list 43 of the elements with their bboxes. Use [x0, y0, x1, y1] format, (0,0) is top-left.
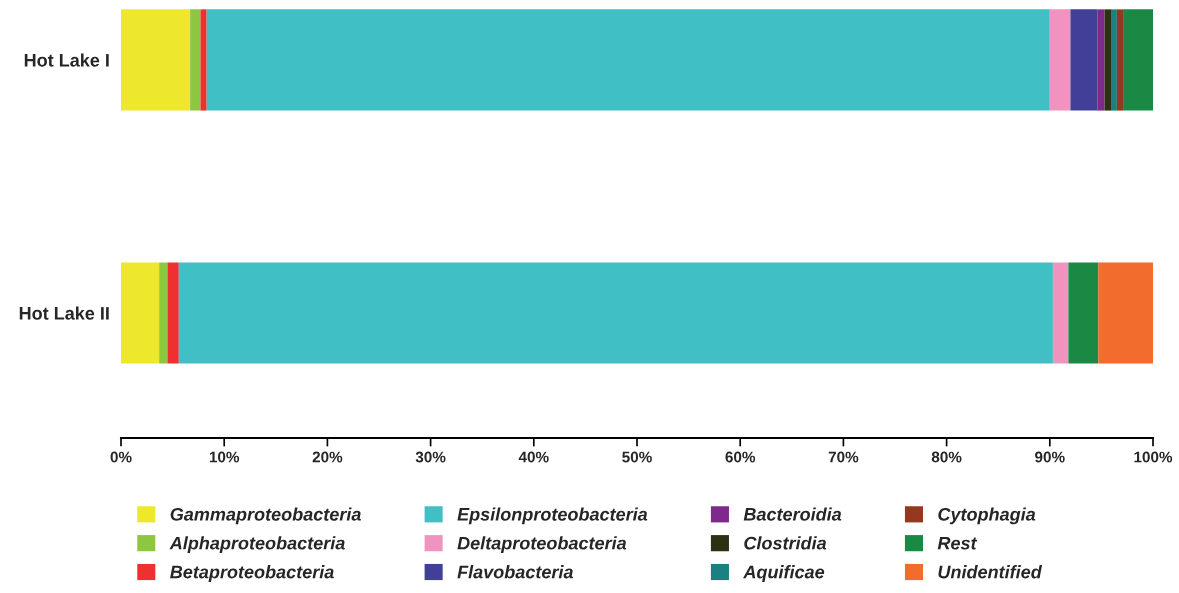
legend-label: Rest	[937, 536, 978, 550]
x-tick-label: 10%	[209, 451, 240, 463]
bar	[1068, 262, 1099, 364]
x-tick-label: 70%	[828, 451, 859, 463]
x-tick-label: 90%	[1035, 451, 1065, 463]
legend-label: Unidentified	[938, 565, 1043, 579]
legend-label: Flavobacteria	[457, 565, 573, 579]
legend-label: Aquificae	[743, 565, 825, 582]
legend-label: Deltaproteobacteria	[457, 536, 627, 554]
bar	[1097, 9, 1105, 111]
y-tick-label: Hot Lake I	[24, 53, 109, 67]
x-tick-label: 40%	[518, 451, 549, 463]
legend-label: Cytophagia	[938, 507, 1036, 525]
legend-label: Bacteroidia	[743, 507, 842, 521]
bar	[206, 9, 1050, 111]
bar	[121, 9, 191, 111]
x-tick-label: 60%	[725, 451, 756, 463]
legend-label: Epsilonproteobacteria	[457, 507, 648, 525]
bar	[1123, 9, 1153, 111]
bar	[1098, 262, 1153, 364]
bar	[1049, 9, 1071, 111]
bar	[1116, 9, 1124, 111]
legend-label: Clostridia	[744, 536, 827, 550]
x-tick-label: 30%	[415, 451, 446, 463]
bar	[167, 262, 179, 364]
bar	[1111, 9, 1117, 111]
legend-label: Betaproteobacteria	[170, 565, 334, 582]
bar	[200, 9, 207, 111]
bar	[1052, 262, 1069, 364]
bar	[178, 262, 1053, 364]
x-tick-label: 20%	[312, 451, 343, 463]
y-tick-label: Hot Lake II	[19, 306, 109, 320]
bar	[159, 262, 168, 364]
x-tick-label: 0%	[110, 451, 132, 463]
bar	[1104, 9, 1112, 111]
bar	[190, 9, 201, 111]
bar	[1070, 9, 1098, 111]
x-tick-label: 50%	[622, 451, 652, 463]
legend-label: Alphaproteobacteria	[169, 536, 345, 554]
legend-label: Gammaproteobacteria	[170, 507, 361, 525]
bar	[121, 262, 160, 364]
x-tick-label: 80%	[931, 451, 962, 463]
x-tick-label: 100%	[1134, 451, 1173, 463]
